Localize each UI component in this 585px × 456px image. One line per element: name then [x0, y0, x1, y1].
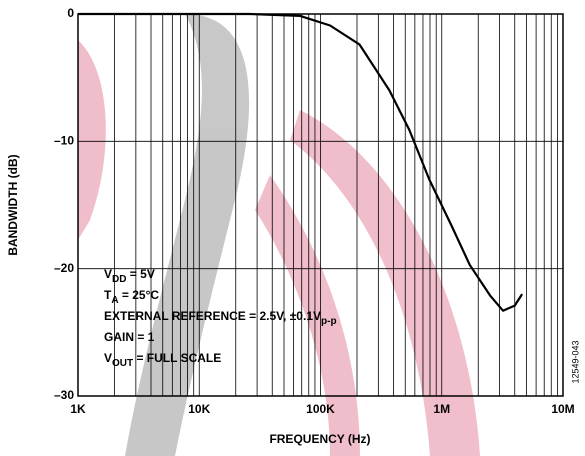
annotation-text: T	[104, 288, 112, 302]
x-tick-label: 10K	[188, 402, 210, 416]
y-tick-label: –20	[54, 261, 74, 275]
watermark-pink	[255, 175, 360, 456]
annotation: EXTERNAL REFERENCE = 2.5V, ±0.1Vp-p	[104, 309, 337, 326]
annotation-subscript: OUT	[112, 358, 133, 369]
annotation-subscript: p-p	[321, 316, 337, 327]
annotation: VOUT = FULL SCALE	[104, 351, 221, 368]
line	[78, 12, 524, 312]
annotation-text: V	[104, 267, 112, 281]
x-tick-label: 100K	[306, 402, 335, 416]
x-tick-label: 1M	[433, 402, 450, 416]
y-tick-label: 0	[67, 6, 74, 20]
annotation-subscript: DD	[112, 274, 126, 285]
y-tick-label: –10	[54, 134, 74, 148]
watermark	[78, 14, 480, 456]
figure-code: 12549-043	[570, 340, 580, 383]
annotation-text: = 5V	[126, 267, 154, 281]
annotation-subscript: A	[111, 295, 118, 306]
annotation: VDD = 5V	[104, 267, 155, 284]
annotation-text: = 25°C	[119, 288, 160, 302]
x-tick-label: 1K	[70, 402, 86, 416]
annotation-text: EXTERNAL REFERENCE = 2.5V, ±0.1V	[104, 309, 321, 323]
watermark-gray	[125, 14, 250, 456]
y-tick-label: –30	[54, 388, 74, 402]
annotation-text: GAIN = 1	[104, 330, 155, 344]
watermark-pink	[290, 110, 480, 456]
plot-frame	[77, 13, 564, 397]
y-axis-label: BANDWIDTH (dB)	[6, 154, 20, 255]
annotation: TA = 25°C	[104, 288, 159, 305]
annotation: GAIN = 1	[104, 330, 155, 344]
watermark-pink	[78, 40, 106, 240]
x-axis-label: FREQUENCY (Hz)	[269, 432, 370, 446]
annotation-text: V	[104, 351, 112, 365]
x-tick-label: 10M	[551, 402, 574, 416]
annotation-text: = FULL SCALE	[133, 351, 221, 365]
